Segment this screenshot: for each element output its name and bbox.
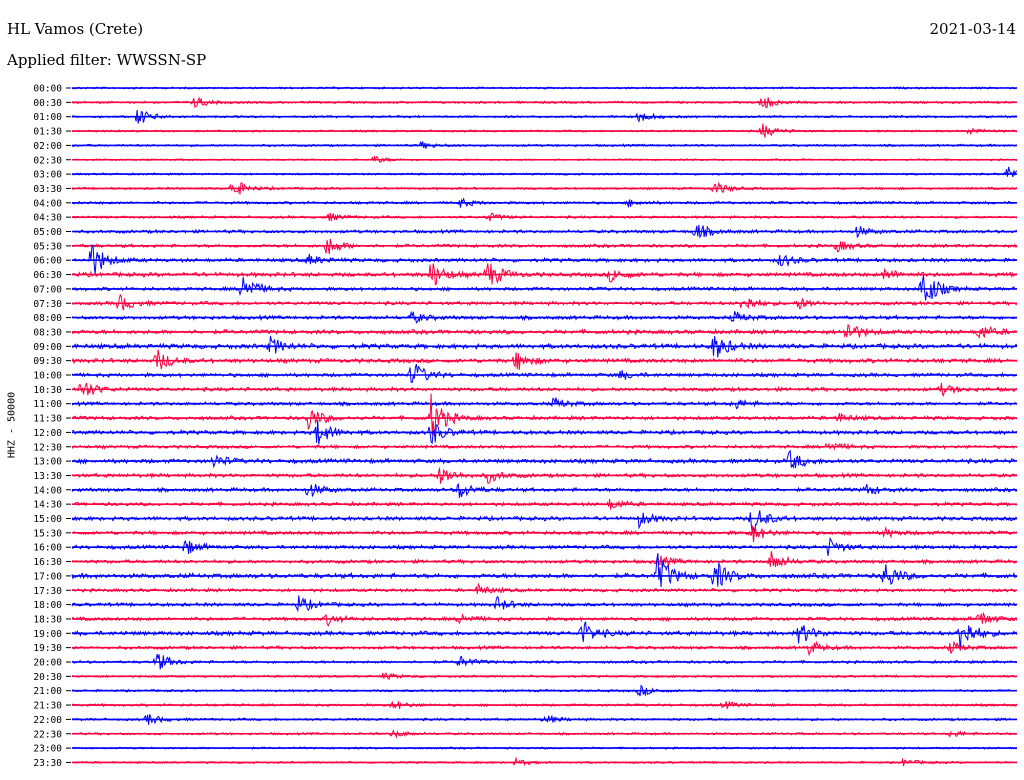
time-tick-label: 01:00 <box>33 112 62 123</box>
seismic-trace <box>71 419 1018 445</box>
seismic-trace <box>71 324 1018 339</box>
time-tick-label: 06:00 <box>33 256 62 267</box>
time-tick-label: 17:30 <box>33 586 62 597</box>
time-tick-label: 00:00 <box>33 84 62 95</box>
seismic-trace <box>71 363 1018 384</box>
date-label: 2021-03-14 <box>929 20 1016 38</box>
time-tick-label: 11:00 <box>33 399 62 410</box>
time-tick-label: 07:00 <box>33 284 62 295</box>
time-tick-label: 03:00 <box>33 170 62 181</box>
time-tick-label: 21:30 <box>33 701 62 712</box>
seismic-trace <box>71 640 1018 657</box>
time-tick-label: 14:30 <box>33 500 62 511</box>
seismic-trace <box>71 582 1017 594</box>
seismic-trace <box>71 166 1018 178</box>
time-tick-label: 23:30 <box>33 758 62 769</box>
time-tick-label: 14:00 <box>33 485 62 496</box>
time-tick-label: 18:00 <box>33 600 62 611</box>
time-tick-label: 16:30 <box>33 557 62 568</box>
time-tick-label: 16:00 <box>33 543 62 554</box>
time-tick-label: 20:00 <box>33 658 62 669</box>
time-tick-label: 03:30 <box>33 184 62 195</box>
seismic-trace <box>71 349 1018 370</box>
time-tick-label: 12:00 <box>33 428 62 439</box>
time-tick-label: 23:00 <box>33 744 62 755</box>
time-tick-label: 02:30 <box>33 155 62 166</box>
seismic-trace <box>71 510 1018 534</box>
time-tick-label: 02:00 <box>33 141 62 152</box>
time-tick-label: 15:00 <box>33 514 62 525</box>
time-tick-label: 08:30 <box>33 327 62 338</box>
time-tick-label: 19:00 <box>33 629 62 640</box>
station-title: HL Vamos (Crete) <box>7 20 144 38</box>
seismic-trace <box>71 123 1018 139</box>
time-tick-label: 20:30 <box>33 672 62 683</box>
time-tick-label: 13:30 <box>33 471 62 482</box>
seismic-trace <box>71 449 1018 469</box>
seismic-trace <box>71 621 1018 651</box>
time-tick-label: 05:30 <box>33 241 62 252</box>
time-tick-label: 10:00 <box>33 371 62 382</box>
time-tick-label: 09:00 <box>33 342 62 353</box>
time-tick-label: 07:30 <box>33 299 62 310</box>
time-tick-label: 04:30 <box>33 213 62 224</box>
seismic-trace <box>71 551 1018 569</box>
time-tick-label: 10:30 <box>33 385 62 396</box>
seismic-trace <box>71 483 1018 498</box>
seismic-trace <box>71 263 1018 286</box>
filter-label: Applied filter: WWSSN-SP <box>7 51 207 69</box>
time-tick-label: 04:00 <box>33 198 62 209</box>
time-tick-label: 13:00 <box>33 457 62 468</box>
time-tick-label: 12:30 <box>33 442 62 453</box>
seismic-trace <box>71 525 1018 543</box>
seismic-trace <box>71 595 1018 613</box>
time-tick-label: 19:30 <box>33 643 62 654</box>
time-tick-label: 01:30 <box>33 127 62 138</box>
time-tick-label: 11:30 <box>33 414 62 425</box>
time-tick-label: 15:30 <box>33 528 62 539</box>
time-tick-label: 08:00 <box>33 313 62 324</box>
time-tick-label: 09:30 <box>33 356 62 367</box>
time-tick-label: 00:30 <box>33 98 62 109</box>
time-tick-label: 22:30 <box>33 729 62 740</box>
seismic-trace <box>71 393 1018 436</box>
time-tick-label: 05:00 <box>33 227 62 238</box>
time-tick-label: 18:30 <box>33 614 62 625</box>
time-tick-label: 22:00 <box>33 715 62 726</box>
seismic-trace <box>71 275 1018 301</box>
time-tick-label: 17:00 <box>33 571 62 582</box>
time-tick-label: 21:00 <box>33 686 62 697</box>
seismic-trace <box>71 553 1018 588</box>
time-tick-label: 06:30 <box>33 270 62 281</box>
